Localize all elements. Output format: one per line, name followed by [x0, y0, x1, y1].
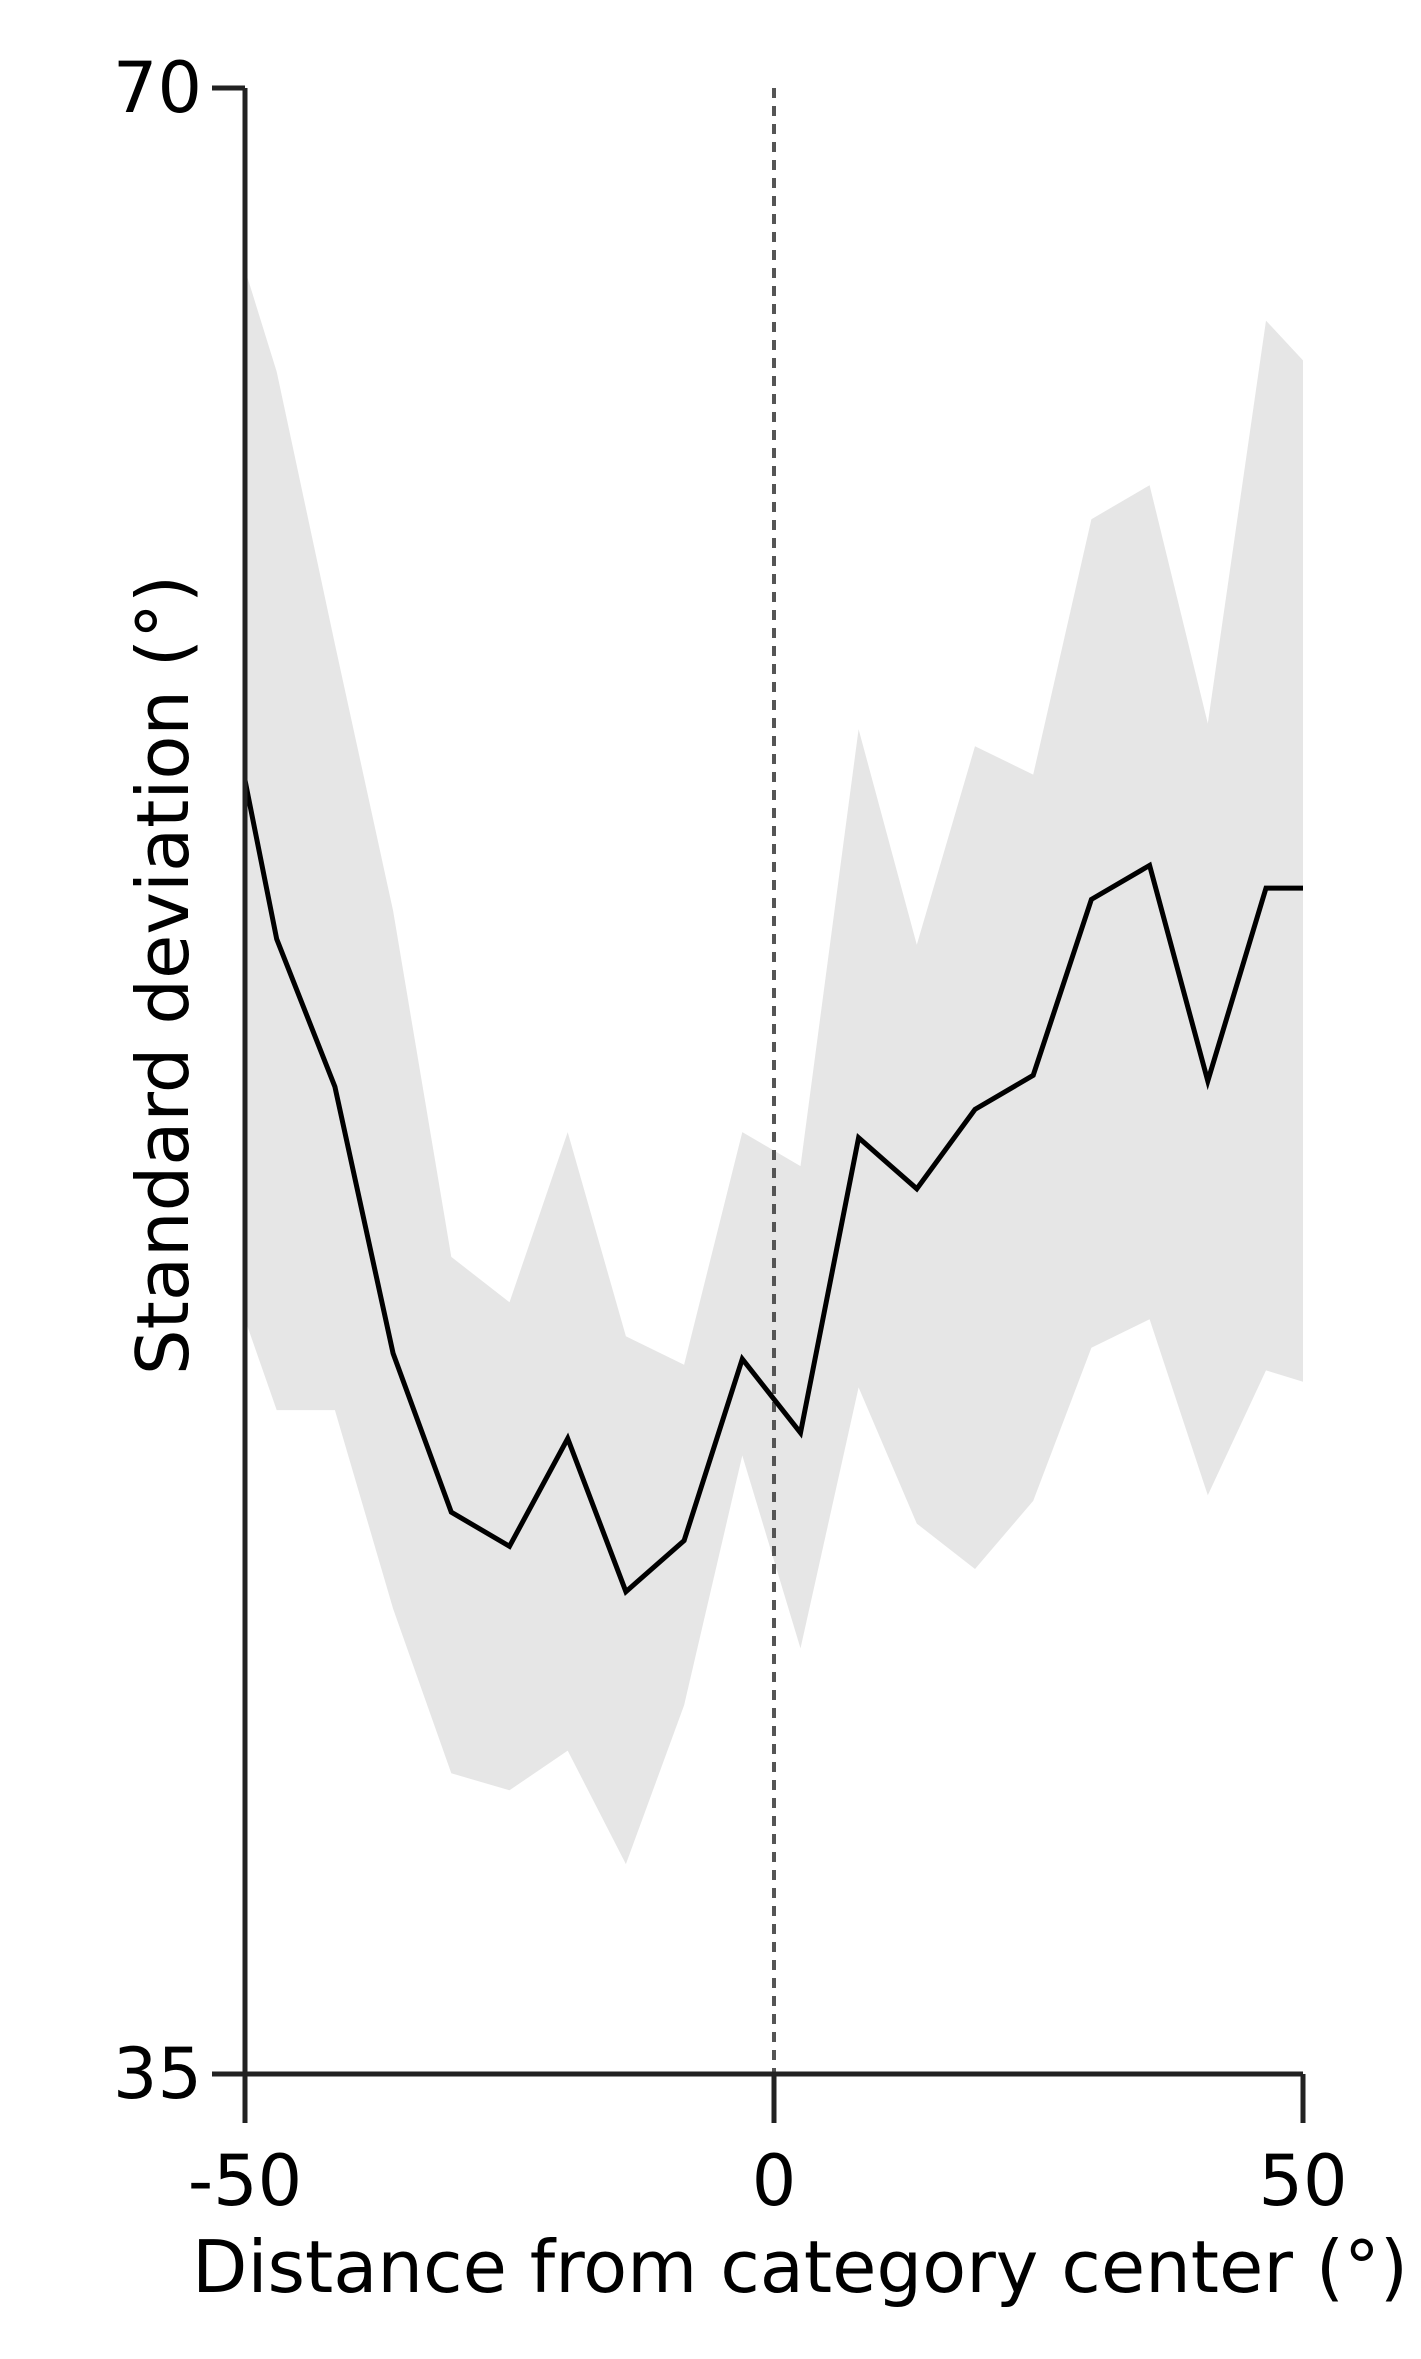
x-tick-label-0: 0 [752, 2140, 797, 2222]
y-axis-title: Standard deviation (°) [121, 575, 205, 1375]
x-axis-title: Distance from category center (°) [192, 2225, 1408, 2309]
y-tick-label-35: 35 [113, 2033, 202, 2115]
mean-line [242, 779, 1303, 1596]
y-tick-label-70: 70 [113, 47, 202, 129]
confidence-band [245, 269, 1303, 1865]
x-tick-label-50: 50 [1258, 2140, 1347, 2222]
x-tick-label-minus-50: -50 [188, 2140, 302, 2222]
